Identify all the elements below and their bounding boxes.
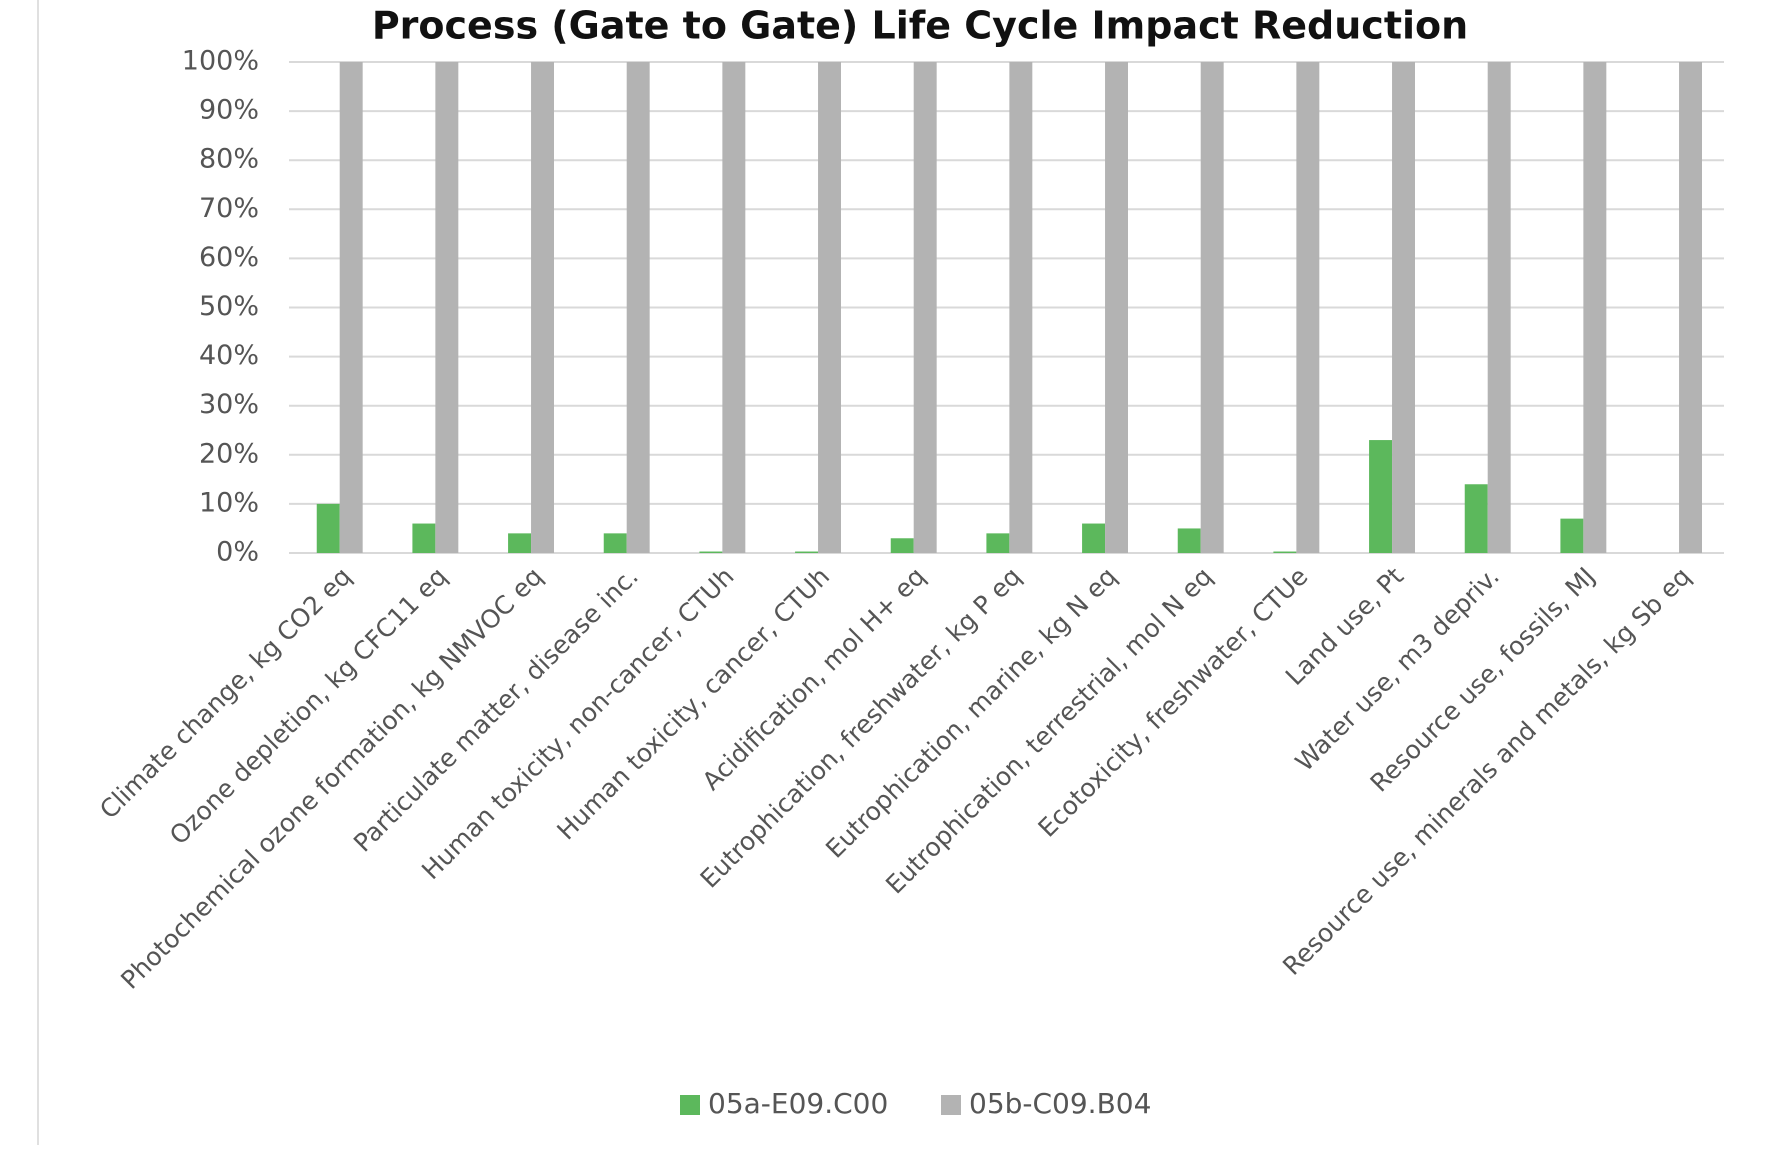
bar [986,533,1010,553]
bar [699,551,723,553]
y-tick-label: 70% [199,193,259,224]
bar [795,551,819,553]
bar [603,533,627,553]
bar [1560,518,1584,553]
bar [1177,528,1201,553]
bar [435,62,459,553]
bar [1105,62,1128,553]
bar [1273,551,1297,553]
bar [1487,62,1511,553]
legend-swatch [941,1095,961,1115]
y-tick-label: 90% [199,95,259,126]
y-tick-label: 50% [199,291,259,322]
bar [1464,484,1488,553]
legend-label: 05a-E09.C00 [708,1087,888,1120]
bar [1392,62,1415,553]
y-tick-label: 30% [199,389,259,420]
bar [316,503,340,553]
y-tick-label: 20% [199,438,259,469]
bar [339,62,363,553]
x-tick-label: Photochemical ozone formation, kg NMVOC … [115,562,548,995]
y-tick-label: 60% [199,242,259,273]
bar [722,62,746,553]
y-tick-label: 40% [199,340,259,371]
x-tick-label: Eutrophication, terrestrial, mol N eq [880,562,1218,900]
bar [626,62,650,553]
y-tick-label: 100% [182,46,259,77]
bar [890,538,914,553]
bar [531,62,554,553]
bar [1296,62,1320,553]
bar [1200,62,1224,553]
bar [1583,62,1607,553]
y-tick-label: 80% [199,144,259,175]
bar [818,62,841,553]
bar [1082,523,1106,553]
bar [1009,62,1033,553]
bar [412,523,436,553]
bar [508,533,532,553]
chart-title: Process (Gate to Gate) Life Cycle Impact… [372,4,1468,48]
y-tick-label: 10% [199,487,259,518]
y-tick-label: 0% [216,537,259,568]
legend-swatch [680,1095,700,1115]
legend-label: 05b-C09.B04 [969,1087,1151,1120]
bar [913,62,937,553]
bar [1369,440,1393,553]
bar [1679,62,1702,553]
